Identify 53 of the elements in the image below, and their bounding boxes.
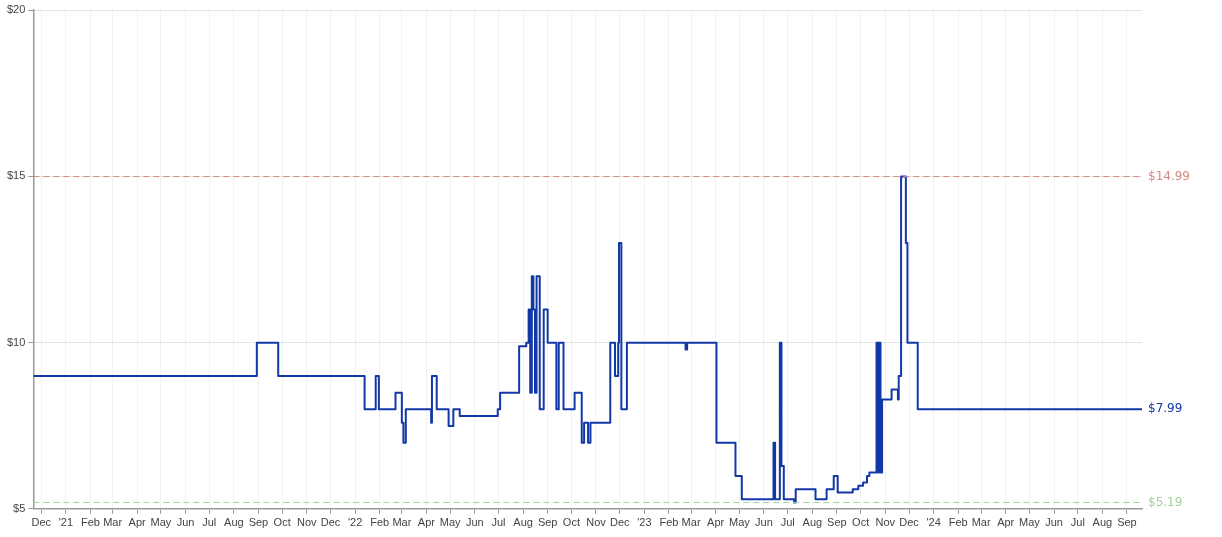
x-tick-label: Jun — [755, 516, 773, 529]
y-tick-label: $15 — [6, 169, 26, 182]
x-tick-label: Feb — [80, 516, 100, 529]
x-tick-label: May — [729, 516, 751, 529]
x-tick-label: Aug — [513, 516, 533, 529]
x-tick-label: Dec — [320, 516, 341, 529]
x-tick-label: Aug — [224, 516, 244, 529]
x-tick-label: May — [150, 516, 172, 529]
x-tick-label: Dec — [899, 516, 920, 529]
x-tick-label: Jul — [780, 516, 795, 529]
x-tick-label: Sep — [537, 516, 558, 529]
x-tick-label: Sep — [1117, 516, 1137, 529]
y-tick-label: $10 — [6, 335, 26, 348]
x-tick-label: Feb — [370, 516, 390, 529]
x-tick-label: Feb — [948, 516, 968, 529]
x-tick-label: Dec — [609, 516, 631, 529]
x-tick-label: May — [1019, 516, 1041, 529]
x-tick-label: Sep — [827, 516, 847, 529]
x-tick-label: Dec — [31, 516, 52, 529]
x-tick-label: Oct — [852, 516, 870, 529]
x-tick-label: Jun — [176, 516, 195, 529]
x-tick-label: Sep — [248, 516, 269, 529]
x-tick-label: Nov — [586, 516, 607, 529]
x-tick-label: May — [439, 516, 462, 529]
x-tick-label: Nov — [875, 516, 896, 529]
x-tick-label: Jul — [491, 516, 506, 529]
y-tick-label: $20 — [6, 3, 26, 16]
x-tick-label: Jul — [202, 516, 217, 529]
x-tick-label: Mar — [392, 516, 412, 529]
x-tick-label: '22 — [347, 516, 363, 529]
x-tick-label: '21 — [58, 516, 74, 529]
x-tick-label: Nov — [296, 516, 318, 529]
ref-line-label: $5.19 — [1148, 494, 1183, 509]
ref-line-label: $14.99 — [1148, 168, 1190, 183]
x-tick-label: Aug — [802, 516, 823, 529]
x-tick-label: '24 — [926, 516, 941, 529]
x-tick-label: Oct — [562, 516, 580, 529]
x-tick-label: Apr — [128, 516, 147, 529]
x-tick-label: Mar — [971, 516, 991, 529]
x-tick-label: Mar — [103, 516, 123, 529]
x-tick-label: Apr — [417, 516, 436, 529]
x-tick-label: Jun — [1045, 516, 1063, 529]
x-tick-label: Aug — [1092, 516, 1113, 529]
x-tick-label: '23 — [637, 516, 652, 529]
x-tick-label: Apr — [997, 516, 1015, 529]
annotation: $7.99 — [1148, 401, 1183, 416]
x-tick-label: Feb — [659, 516, 679, 529]
x-tick-label: Oct — [273, 516, 291, 529]
y-tick-label: $5 — [13, 501, 26, 514]
x-tick-label: Jul — [1070, 516, 1085, 529]
x-tick-label: Jun — [465, 516, 484, 529]
x-tick-label: Apr — [707, 516, 725, 529]
x-tick-label: Mar — [681, 516, 701, 529]
